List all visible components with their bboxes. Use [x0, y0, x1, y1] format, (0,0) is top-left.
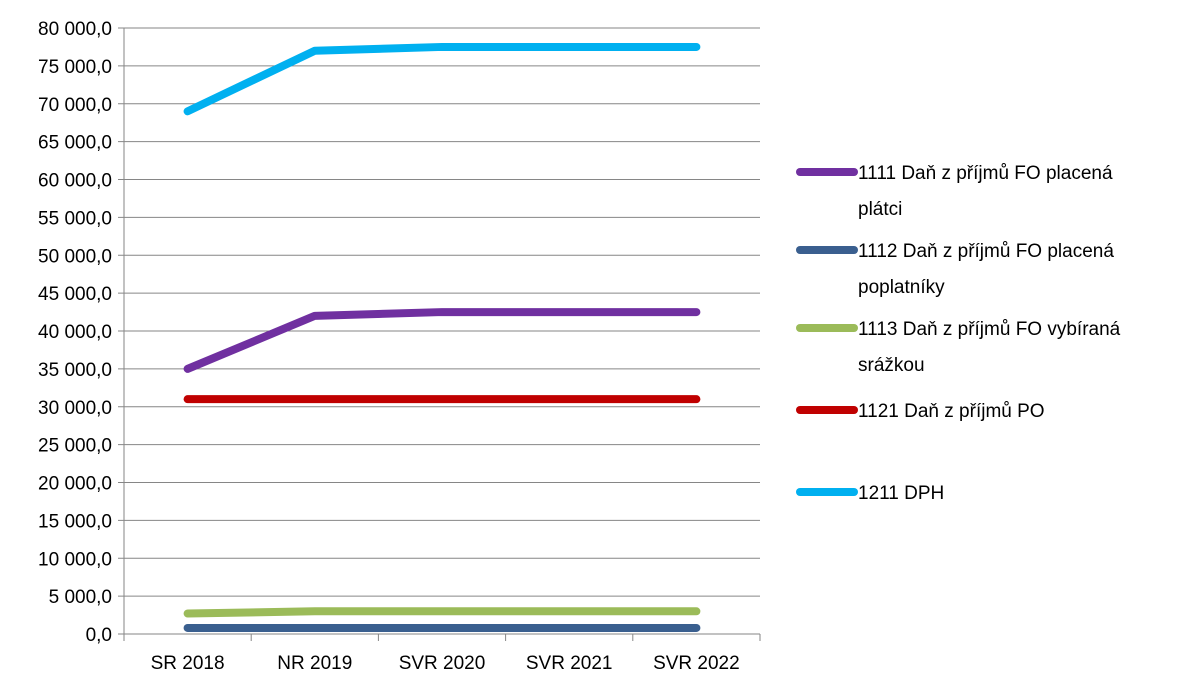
y-axis-tick-labels: 0,0 5 000,0 10 000,0 15 000,0 20 000,0 25 000… [38, 19, 112, 646]
x-tick-label: SVR 2022 [653, 653, 740, 674]
series-line [188, 611, 697, 613]
y-tick-label: 70 000,0 [38, 95, 112, 116]
y-tick-label: 75 000,0 [38, 57, 112, 78]
x-tick-label: SR 2018 [151, 653, 225, 674]
y-tick-label: 5 000,0 [49, 587, 112, 608]
y-tick-label: 60 000,0 [38, 171, 112, 192]
legend-item: 1121 Daň z příjmů PO [800, 401, 1045, 422]
y-tick-label: 0,0 [86, 625, 112, 646]
y-tick-label: 80 000,0 [38, 19, 112, 40]
legend-label: 1211 DPH [858, 483, 944, 504]
legend-label: 1121 Daň z příjmů PO [858, 401, 1045, 422]
x-tick-label: NR 2019 [277, 653, 352, 674]
y-tick-label: 25 000,0 [38, 436, 112, 457]
legend-label: 1111 Daň z příjmů FO placená [858, 163, 1113, 184]
y-tick-label: 35 000,0 [38, 360, 112, 381]
x-axis-tick-labels: SR 2018 NR 2019 SVR 2020 SVR 2021 SVR 2022 [151, 653, 740, 674]
legend-label: poplatníky [858, 277, 945, 298]
y-tick-label: 50 000,0 [38, 246, 112, 267]
legend-label: 1112 Daň z příjmů FO placená [858, 241, 1114, 262]
y-tick-label: 65 000,0 [38, 133, 112, 154]
x-tick-label: SVR 2020 [399, 653, 486, 674]
y-tick-label: 10 000,0 [38, 549, 112, 570]
y-tick-label: 30 000,0 [38, 398, 112, 419]
y-tick-label: 45 000,0 [38, 284, 112, 305]
legend-label: srážkou [858, 355, 925, 376]
series-line [188, 47, 697, 111]
y-tick-label: 20 000,0 [38, 474, 112, 495]
legend: 1111 Daň z příjmů FO placená plátci 1112 D… [800, 163, 1121, 504]
legend-item: 1111 Daň z příjmů FO placená plátci [800, 163, 1113, 220]
x-tick-label: SVR 2021 [526, 653, 613, 674]
legend-item: 1113 Daň z příjmů FO vybíraná srážkou [800, 319, 1121, 376]
series-line [188, 312, 697, 369]
y-tick-label: 15 000,0 [38, 511, 112, 532]
legend-label: plátci [858, 199, 902, 220]
series-lines [188, 47, 697, 628]
legend-label: 1113 Daň z příjmů FO vybíraná [858, 319, 1121, 340]
legend-item: 1211 DPH [800, 483, 944, 504]
legend-item: 1112 Daň z příjmů FO placená poplatníky [800, 241, 1114, 298]
axes [118, 28, 760, 641]
y-tick-label: 55 000,0 [38, 208, 112, 229]
y-tick-label: 40 000,0 [38, 322, 112, 343]
